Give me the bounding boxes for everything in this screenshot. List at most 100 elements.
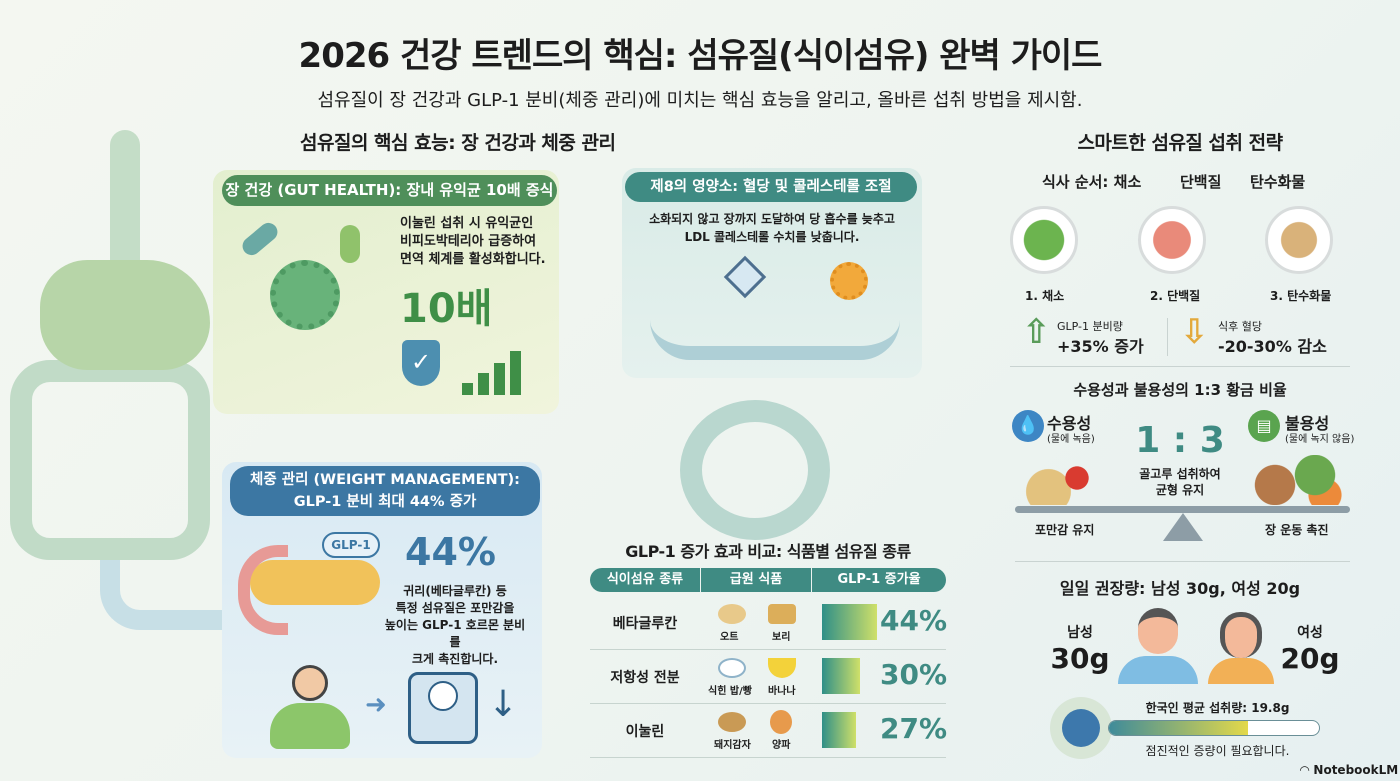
arrow-down-icon: ⇩ [1180,312,1209,352]
brush-icon: ▤ [1248,410,1280,442]
meal-order-step: 탄수화물 [1250,173,1306,191]
fiber-type: 저항성 전분 [610,670,680,686]
food-label: 식힌 밥/빵 [708,686,752,697]
column-header-type: 식이섬유 종류 [590,568,700,592]
potato-icon [718,712,746,732]
weight-management-header: 체중 관리 (WEIGHT MANAGEMENT): GLP-1 분비 최대 44… [230,466,540,516]
meal-order-label: 식사 순서: 채소 [1042,173,1142,191]
balance-scale-base [1163,513,1203,541]
growth-chart-icon [462,350,532,395]
vegetable-plate [1010,206,1078,274]
strategy-title: 스마트한 섬유질 섭취 전략 [1077,132,1283,154]
increase-bar [822,604,877,640]
colon-path-illustration [100,560,230,630]
page-title: 2026 건강 트렌드의 핵심: 섬유질(식이섬유) 완벽 가이드 [298,36,1103,76]
female-avatar [1208,612,1274,684]
glp1-bubble: GLP-1 [322,532,380,558]
nutrient-header: 제8의 영양소: 혈당 및 콜레스테롤 조절 [625,172,917,202]
banana-icon [768,658,796,678]
intestine-loop-illustration [680,400,830,540]
cholesterol-icon [830,262,868,300]
progress-indicator-dot [1050,697,1112,759]
male-label: 남성 [1067,625,1093,641]
plate-label: 2. 단백질 [1150,289,1201,303]
soluble-desc: (물에 녹음) [1047,434,1095,445]
increase-value: 44% [880,604,948,637]
fiber-type: 이눌린 [625,724,665,740]
intestine-illustration [10,360,210,560]
table-title: GLP-1 증가 효과 비교: 식품별 섬유질 종류 [625,542,911,561]
table-row: 이눌린 돼지감자 양파 27% [590,706,948,758]
effect-value: +35% 증가 [1057,337,1144,356]
average-intake: 한국인 평균 섭취량: 19.8g [1145,701,1290,715]
water-drop-icon: 💧 [1012,410,1044,442]
average-intake-bar [1108,720,1320,736]
bacteria-illustration [340,225,360,263]
balance-scale-beam [1015,506,1350,513]
brand-logo: ◠ NotebookLM [1300,763,1399,777]
daily-note: 점진적인 증량이 필요합니다. [1145,744,1290,758]
soluble-name: 수용성 [1047,414,1092,433]
arrow-up-icon: ⇧ [1022,312,1051,352]
daily-title: 일일 권장량: 남성 30g, 여성 20g [1059,579,1301,598]
table-row: 베타글루칸 오트 보리 44% [590,598,948,650]
meal-order-step: 단백질 [1180,173,1222,191]
weight-text: 귀리(베타글루칸) 등 특정 섬유질은 포만감을 높이는 GLP-1 호르몬 분비를… [384,584,526,666]
gut-health-text: 이눌린 섭취 시 유익균인 비피도박테리아 급증하여 면역 체계를 활성화합니다. [400,216,546,267]
female-amount: 20g [1280,642,1340,675]
gut-health-stat: 10배 [400,286,493,332]
effect-label: GLP-1 분비량 [1057,320,1123,333]
arrow-right-icon: ➜ [365,690,387,720]
gut-health-header: 장 건강 (GUT HEALTH): 장내 유익균 10배 증식 [222,175,557,206]
benefits-section-title: 섬유질의 핵심 효능: 장 건강과 체중 관리 [300,132,616,154]
effect-label: 식후 혈당 [1218,320,1262,333]
scale-icon [408,672,478,744]
nutrient-text: 소화되지 않고 장까지 도달하여 당 흡수를 늦추고 LDL 콜레스테롤 수치를 … [649,212,895,244]
onion-icon [770,710,792,734]
insoluble-desc: (물에 녹지 않음) [1285,434,1355,445]
plate-label: 3. 탄수화물 [1270,289,1332,303]
notebooklm-icon: ◠ [1300,763,1314,777]
page-subtitle: 섬유질이 장 건강과 GLP-1 분비(체중 관리)에 미치는 핵심 효능을 알… [317,90,1083,111]
food-label: 돼지감자 [714,740,751,751]
fiber-type: 베타글루칸 [612,616,678,632]
table-row: 저항성 전분 식힌 밥/빵 바나나 30% [590,652,948,704]
female-label: 여성 [1297,625,1323,641]
food-label: 오트 [720,632,739,643]
increase-bar [822,658,860,694]
effect-value: -20-30% 감소 [1218,337,1327,356]
soluble-effect: 포만감 유지 [1035,523,1095,537]
column-header-foods: 급원 식품 [701,568,811,592]
bacteria-illustration [270,260,340,330]
increase-value: 30% [880,658,948,691]
increase-bar [822,712,856,748]
food-label: 양파 [772,740,791,751]
shield-check-icon: ✓ [402,340,440,386]
food-label: 보리 [772,632,791,643]
plate-label: 1. 채소 [1025,289,1065,303]
insoluble-foods-illustration [1245,455,1345,505]
soluble-foods-illustration [1020,460,1115,505]
stomach-illustration [40,260,210,370]
average-intake-fill [1109,721,1248,735]
column-header-increase: GLP-1 증가율 [812,568,946,592]
weight-stat: 44% [405,530,496,574]
protein-plate [1138,206,1206,274]
barley-icon [768,604,796,624]
increase-value: 27% [880,712,948,745]
divider [1167,318,1168,356]
divider [1010,366,1350,367]
insoluble-name: 불용성 [1285,414,1330,433]
person-illustration [270,665,350,750]
ratio-title: 수용성과 불용성의 1:3 황금 비율 [1073,381,1287,399]
esophagus-illustration [110,130,140,280]
ratio-note: 골고루 섭취하여 균형 유지 [1139,467,1221,497]
male-avatar [1118,608,1198,684]
male-amount: 30g [1050,642,1110,675]
carb-plate [1265,206,1333,274]
intestine-flow-illustration [650,320,900,360]
divider [1015,561,1350,562]
food-label: 바나나 [768,686,796,697]
ratio-value: 1 : 3 [1135,420,1225,461]
arrow-down-icon: ↓ [488,684,519,725]
